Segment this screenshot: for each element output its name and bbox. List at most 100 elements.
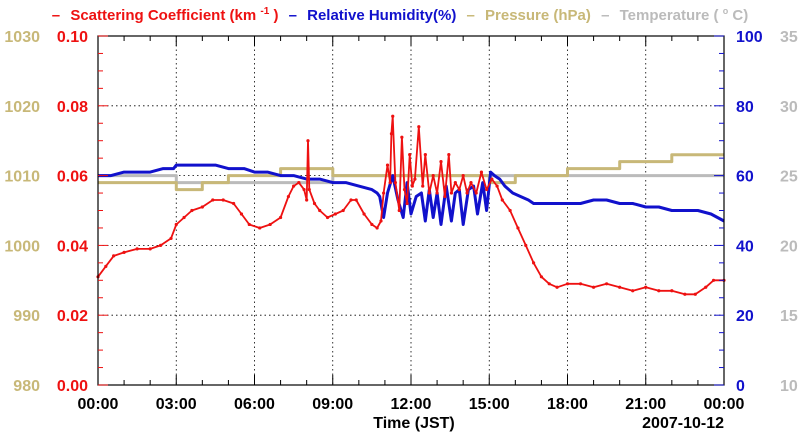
scattering-point <box>591 285 596 289</box>
x-tick-label: 00:00 <box>78 396 119 413</box>
scattering-point <box>307 187 311 192</box>
x-tick-label: 06:00 <box>234 396 275 413</box>
scattering-point <box>135 247 139 251</box>
scattering-point <box>278 215 283 220</box>
scattering-point <box>370 222 374 227</box>
scattering-point <box>182 215 186 220</box>
scattering-point <box>190 208 194 213</box>
scattering-point <box>325 215 330 220</box>
legend-scattering-sup: -1 <box>260 6 269 17</box>
temperature-tick-label: 30 <box>780 99 798 116</box>
ticks <box>97 35 725 386</box>
legend-temperature-dash: – <box>601 7 609 24</box>
scattering-point <box>200 205 204 209</box>
scattering-point <box>305 198 309 202</box>
temperature-tick-label: 35 <box>780 29 798 46</box>
scattering-point <box>618 285 622 289</box>
scattering-tick-label: 0.02 <box>57 308 88 325</box>
scattering-point <box>408 153 412 157</box>
legend-temperature-tail: C) <box>732 7 748 24</box>
legend: – Scattering Coefficient (km -1 ) – Rela… <box>52 1 748 24</box>
scattering-point <box>439 160 443 164</box>
pressure-tick-label: 980 <box>13 378 40 395</box>
scattering-point <box>453 180 457 185</box>
scattering-point <box>500 198 504 202</box>
scattering-point <box>402 187 407 192</box>
temperature-tick-label: 20 <box>780 238 798 255</box>
scattering-tick-label: 0.04 <box>57 238 88 255</box>
humidity-tick-label: 100 <box>736 29 763 46</box>
temperature-tick-label: 15 <box>780 308 798 325</box>
scattering-point <box>297 180 301 185</box>
scattering-point <box>693 292 697 296</box>
scattering-point <box>268 222 272 227</box>
scattering-point <box>474 191 478 195</box>
scattering-point <box>239 212 244 216</box>
scattering-point <box>565 282 570 286</box>
scattering-point <box>391 114 395 118</box>
scattering-point <box>389 132 394 136</box>
scattering-point <box>232 201 236 206</box>
scattering-point <box>435 191 439 195</box>
scattering-point <box>375 226 379 230</box>
scattering-point <box>379 219 383 223</box>
legend-temperature-degree: o <box>723 6 729 16</box>
scattering-point <box>539 275 544 279</box>
scattering-point <box>421 184 425 188</box>
x-axis-title: Time (JST) <box>373 415 455 432</box>
humidity-tick-label: 60 <box>736 169 754 186</box>
pressure-tick-label: 1030 <box>4 29 40 46</box>
legend-humidity-dash: – <box>289 7 297 24</box>
scattering-point <box>354 198 358 202</box>
scattering-point <box>578 282 583 286</box>
scattering-point <box>555 285 559 289</box>
pressure-tick-label: 1000 <box>4 238 40 255</box>
scattering-point <box>362 212 366 216</box>
scattering-point <box>524 243 528 247</box>
pressure-tick-label: 990 <box>13 308 40 325</box>
scattering-point <box>670 289 674 293</box>
scattering-point <box>318 208 322 213</box>
scattering-tick-label: 0.08 <box>57 99 88 116</box>
scattering-point <box>312 201 317 206</box>
date-label: 2007-10-12 <box>642 415 724 432</box>
x-tick-label: 12:00 <box>391 396 432 413</box>
scattering-point <box>221 198 225 202</box>
scattering-point <box>397 208 401 213</box>
x-tick-label: 21:00 <box>625 396 666 413</box>
legend-scattering-tail: ) <box>273 7 278 24</box>
scattering-point <box>169 236 173 241</box>
scattering-point <box>148 247 152 251</box>
humidity-series-line <box>98 163 725 226</box>
scattering-point <box>393 180 397 185</box>
labels: 00:00 03:00 06:00 09:00 12:00 15:00 18:00 21:00… <box>4 29 797 413</box>
scattering-point <box>104 264 108 268</box>
x-tick-label: 00:00 <box>704 396 745 413</box>
scattering-point <box>112 254 116 258</box>
scattering-point <box>286 194 291 199</box>
legend-scattering-label: Scattering Coefficient (km <box>70 7 256 24</box>
scattering-point <box>400 135 404 139</box>
scattering-point <box>405 201 409 206</box>
scattering-point <box>247 222 251 227</box>
legend-pressure-dash: – <box>467 7 475 24</box>
scattering-point <box>657 289 661 293</box>
humidity-tick-label: 80 <box>736 99 754 116</box>
scattering-tick-label: 0.06 <box>57 169 88 186</box>
scattering-tick-label: 0.00 <box>57 378 88 395</box>
x-tick-label: 15:00 <box>469 396 510 413</box>
scattering-point <box>516 226 520 230</box>
scattering-point <box>531 261 536 265</box>
temperature-tick-label: 10 <box>780 378 798 395</box>
scattering-point <box>469 180 473 185</box>
scattering-point <box>410 184 414 188</box>
series-layer <box>96 114 726 296</box>
scattering-point <box>605 282 609 286</box>
scattering-point <box>485 187 489 192</box>
scattering-point <box>292 184 296 188</box>
scattering-point <box>341 208 345 213</box>
scattering-point <box>349 198 353 202</box>
scattering-point <box>417 125 421 129</box>
scattering-point <box>547 282 551 286</box>
